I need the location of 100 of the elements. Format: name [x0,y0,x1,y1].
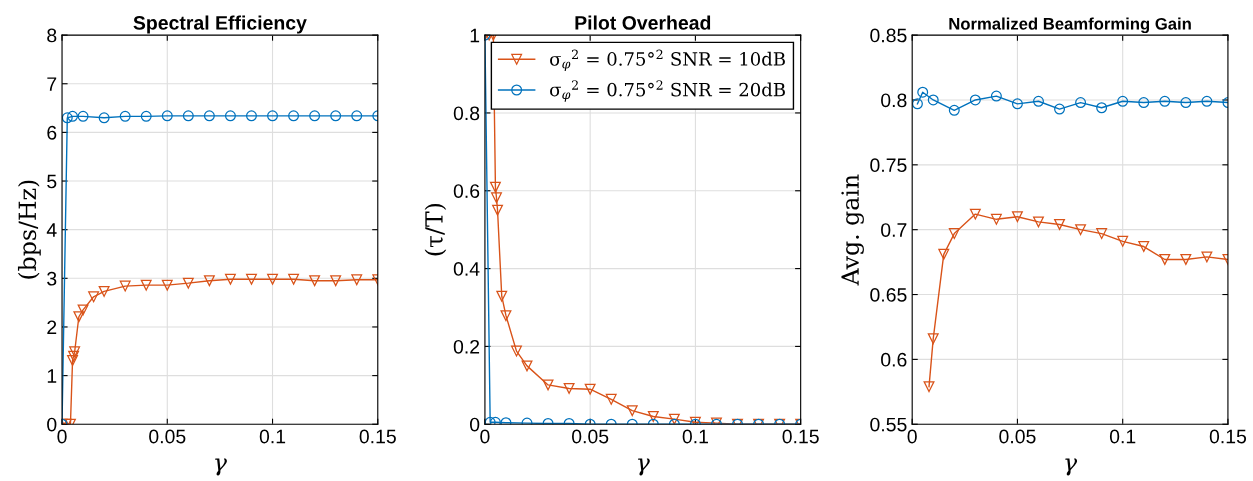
point [67,355,79,367]
point [140,279,152,291]
point [119,280,131,292]
chart-title: Normalized Beamforming Gain [949,17,1191,34]
point [73,311,85,323]
y-tick-label: 0.4 [453,262,480,276]
y-tick-label: 0.85 [870,28,907,43]
x-tick-label: 0 [480,429,490,444]
point [1138,97,1150,109]
x-tick-label: 0 [907,429,917,444]
y-tick-label: 0 [47,417,57,432]
point [990,90,1002,102]
point [948,104,960,116]
point [88,291,100,303]
chart-title: Spectral Efficiency [133,15,307,34]
point [489,416,501,425]
point [330,275,342,287]
y-tick-label: 0.6 [453,184,480,198]
point [563,382,575,394]
point [67,110,79,122]
x-tick-label: 0.05 [149,429,186,444]
point [491,192,502,204]
point [496,290,508,302]
y-tick-label: 1 [47,369,57,383]
y-axis-title: Avg. gain [841,174,864,286]
point [245,273,257,285]
x-tick-label: 0.05 [999,429,1036,444]
point [288,273,300,285]
point [969,208,981,220]
point [267,273,279,285]
point [1201,251,1213,263]
legend-label: σ$_{φ}$$^{2}$ = 0.75°$^{2}$ SNR = 10dB [550,49,785,71]
y-axis-title: (τ/T) [424,203,447,256]
point [309,275,321,287]
point [917,86,929,98]
point [161,110,173,122]
point [927,333,939,345]
x-tick-label: 0.1 [682,429,708,444]
y-tick-label: 0.75 [870,158,907,173]
point [1117,235,1129,247]
x-axis-title: γ [1065,458,1078,476]
point [98,112,110,124]
point [245,110,257,122]
y-tick-label: 1 [470,28,480,43]
y-tick-label: 4 [46,223,57,237]
y-tick-label: 0.8 [881,93,907,108]
point [1180,97,1192,109]
point [584,383,596,395]
point [923,381,935,393]
y-tick-label: 7 [47,77,57,91]
point [224,273,236,285]
y-tick-label: 2 [47,320,57,335]
point [969,94,981,106]
point [1054,103,1066,115]
point [330,110,342,122]
point [927,94,939,106]
point [140,110,152,122]
x-tick-label: 0 [57,429,67,444]
point [77,304,89,316]
point [1011,98,1023,110]
legend-label: σ$_{φ}$$^{2}$ = 0.75°$^{2}$ SNR = 20dB [550,80,785,102]
point [1180,254,1192,265]
x-tick-label: 0.15 [782,429,819,444]
y-axis-title: (bps/Hz) [17,180,41,279]
point [68,350,80,362]
point [203,275,215,287]
point [309,110,321,122]
point [542,379,554,391]
y-tick-label: 0.8 [453,106,480,121]
point [1054,219,1066,230]
x-tick-label: 0.15 [359,429,396,444]
point [351,274,363,286]
point [119,110,131,122]
y-tick-label: 6 [47,125,57,140]
x-axis-title: γ [638,458,650,476]
point [605,393,617,405]
point [500,310,512,322]
y-tick-label: 3 [47,271,57,286]
y-tick-label: 0.55 [870,417,907,432]
y-tick-label: 0.7 [881,223,907,237]
x-axis-title: γ [215,458,227,476]
point [1117,95,1129,107]
point [182,110,194,122]
point [182,277,194,289]
point [62,112,73,124]
point [351,110,363,122]
point [1033,95,1044,107]
point [69,346,81,358]
point [1159,95,1171,107]
point [668,413,680,425]
point [948,228,960,240]
point [1201,95,1213,107]
point [647,410,659,422]
point [1011,211,1023,223]
point [990,213,1002,225]
chart-title: Pilot Overhead [575,15,711,30]
point [912,98,923,110]
x-tick-label: 0.05 [572,429,609,444]
y-tick-label: 0.65 [870,288,907,302]
y-tick-label: 0.2 [453,339,480,354]
